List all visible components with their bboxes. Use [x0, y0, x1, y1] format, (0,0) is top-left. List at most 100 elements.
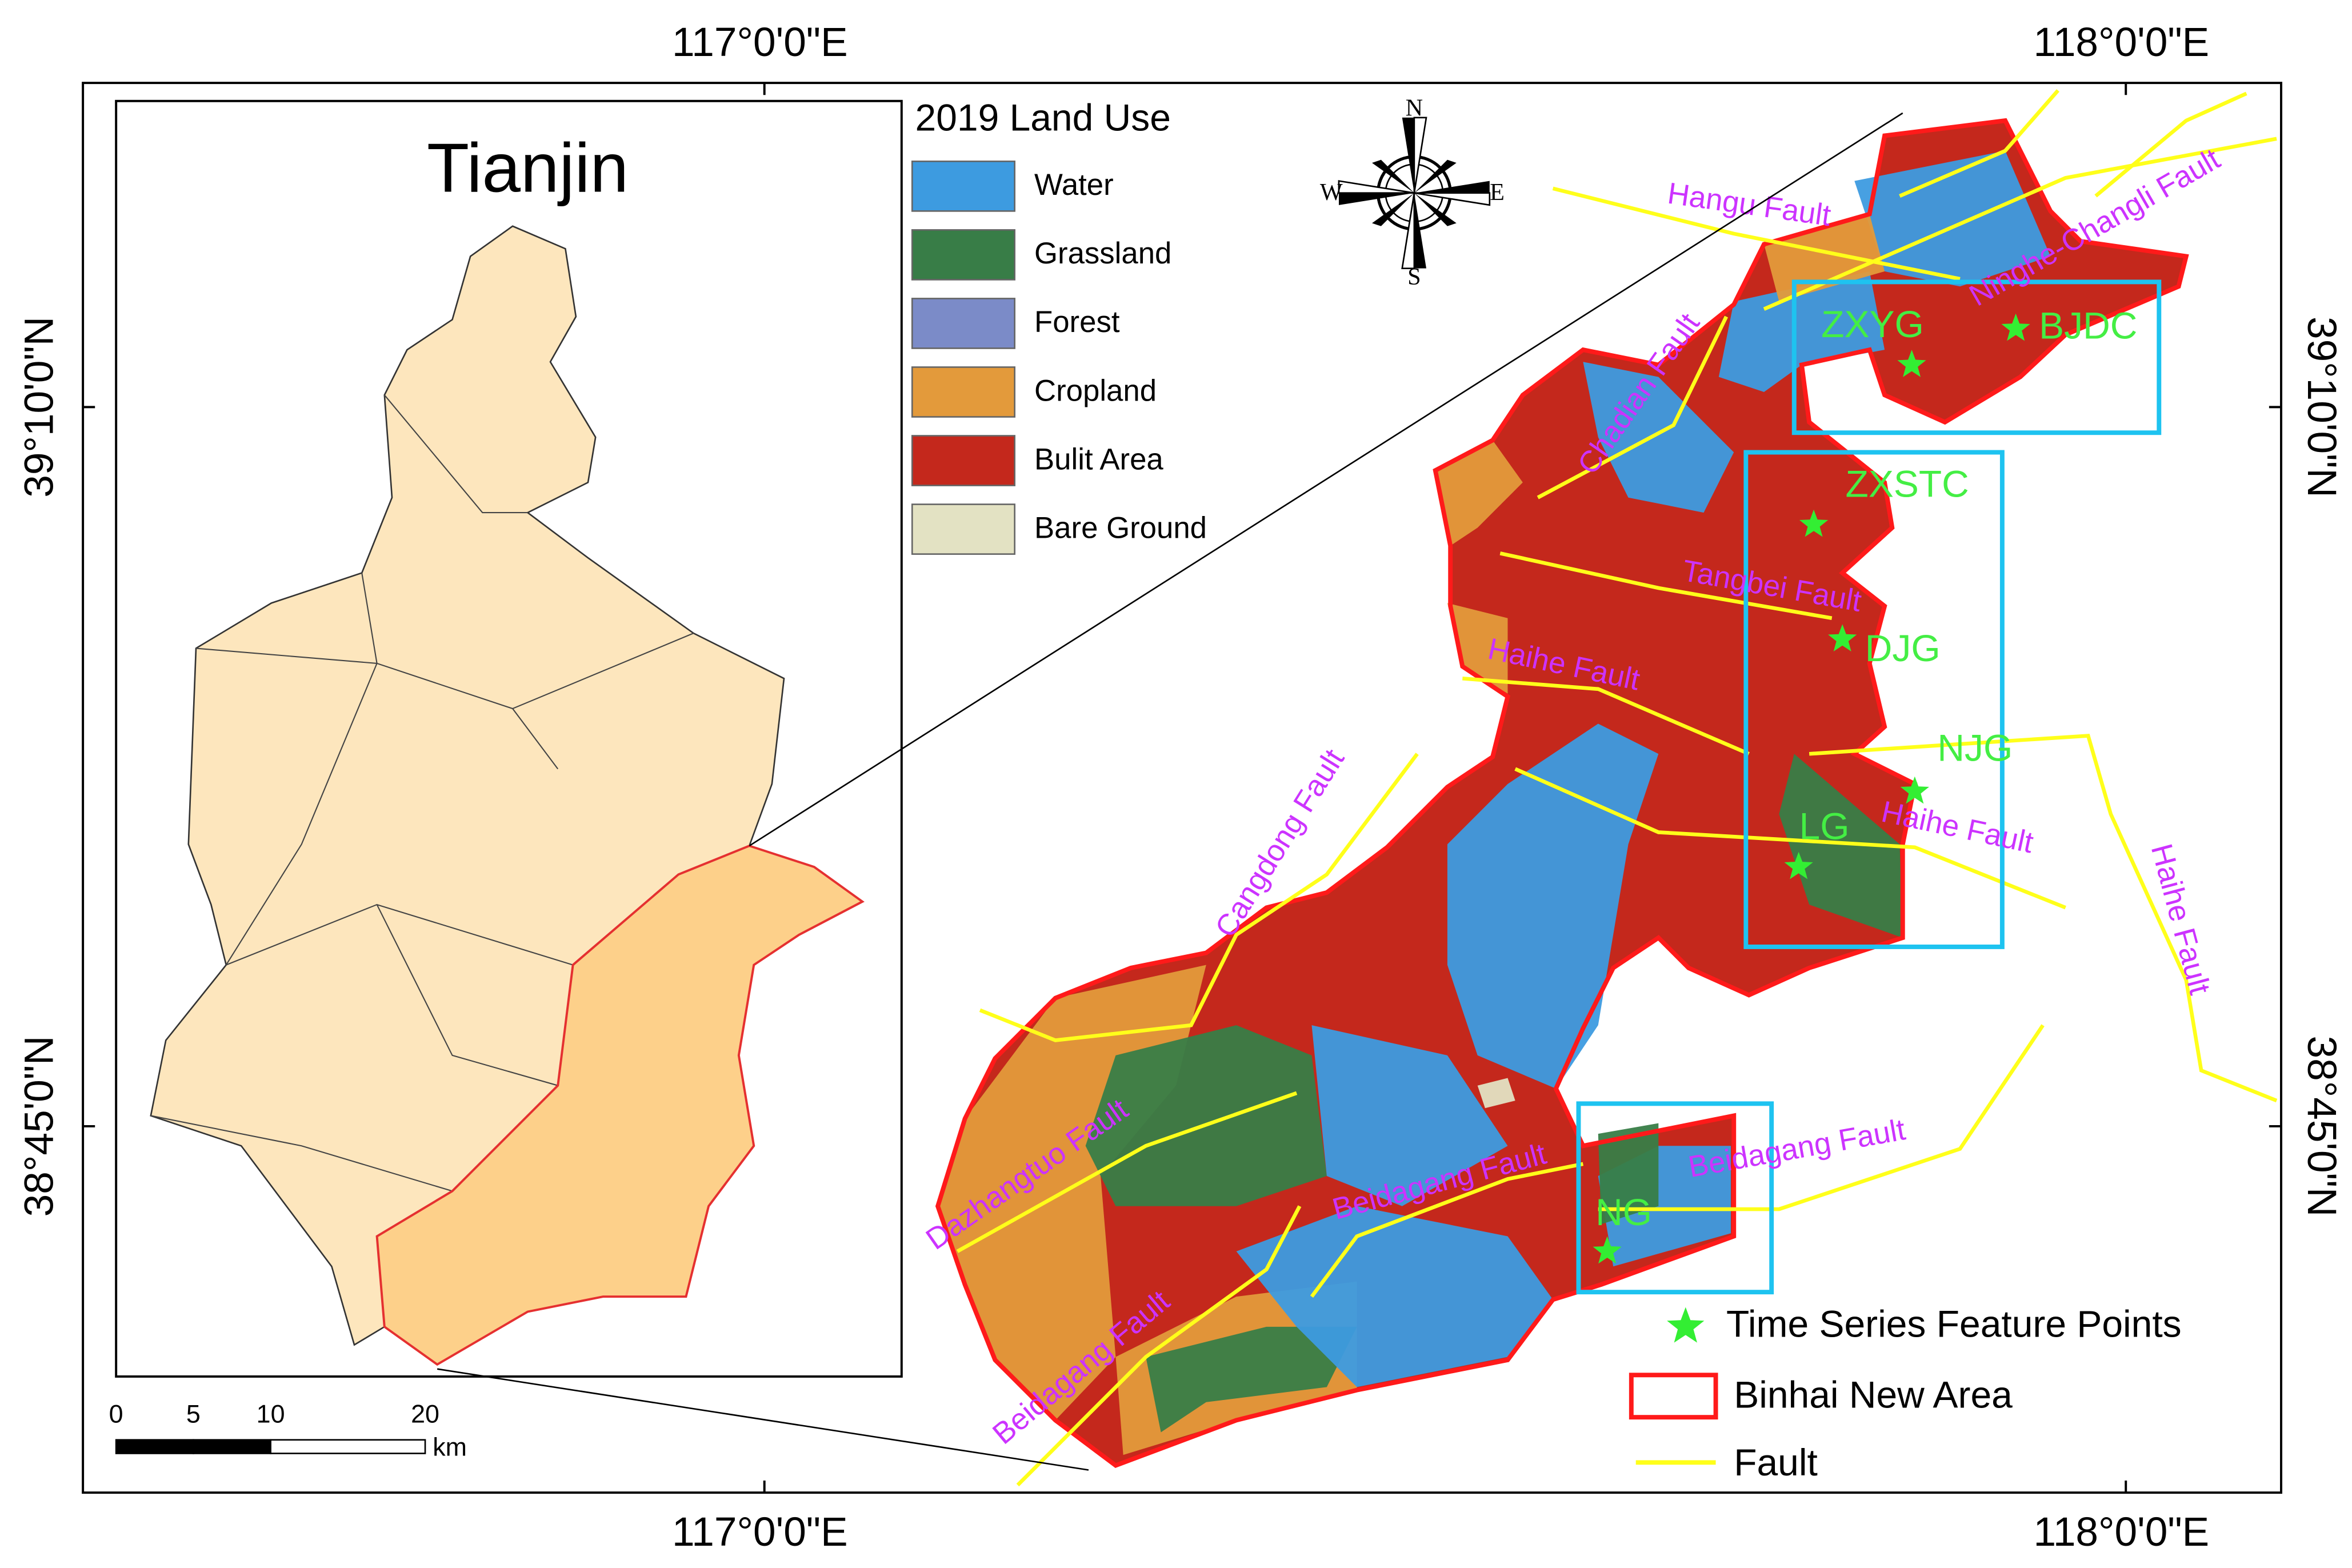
land-use-patch — [1447, 603, 1508, 694]
scale-tick-label: 5 — [186, 1399, 201, 1428]
feature-point — [1593, 1236, 1622, 1264]
compass-point — [1414, 159, 1457, 193]
legend-swatch — [911, 435, 1016, 486]
scale-tick-label: 20 — [411, 1399, 439, 1428]
zoom-line — [749, 112, 1903, 847]
legend-swatch — [911, 366, 1016, 418]
feature-point — [2001, 313, 2030, 341]
district-boundary — [512, 633, 694, 710]
compass-w: W — [1320, 179, 1343, 206]
study-box — [1743, 450, 2005, 949]
feature-point — [1900, 776, 1929, 804]
feature-point-label: DJG — [1865, 627, 1941, 669]
compass-point — [1338, 180, 1415, 194]
legend-points: Time Series Feature Points — [1726, 1302, 2182, 1345]
fault-line — [979, 753, 1419, 1042]
legend-title: 2019 Land Use — [915, 96, 1171, 138]
binhai-boundary — [935, 118, 2189, 1469]
scale-tick-label: 10 — [257, 1399, 285, 1428]
feature-point-label: ZXYG — [1821, 303, 1924, 345]
legend-label: Bulit Area — [1034, 442, 1163, 476]
feature-point-label: LG — [1799, 805, 1850, 847]
legend-fault: Fault — [1734, 1441, 1818, 1483]
land-use-patch — [1236, 1206, 1553, 1387]
compass-point — [1413, 117, 1427, 193]
district-boundary — [150, 1115, 453, 1192]
compass-point — [1372, 193, 1414, 226]
study-box — [1791, 279, 2162, 435]
land-use-patch — [1718, 271, 1885, 392]
scale-tick-label: 0 — [109, 1399, 123, 1428]
study-box — [1576, 1101, 1774, 1295]
fault-line — [1310, 1162, 1584, 1298]
feature-point — [1799, 509, 1829, 537]
legend-area: Binhai New Area — [1734, 1373, 2013, 1415]
legend-label: Water — [1034, 168, 1114, 202]
compass-point — [1414, 192, 1491, 206]
binhai-inset — [375, 845, 865, 1366]
compass-point — [1372, 159, 1414, 193]
scale-segment — [115, 1439, 194, 1454]
compass-point — [1414, 193, 1457, 226]
compass-s: S — [1407, 263, 1421, 290]
legend-star — [1667, 1307, 1705, 1343]
legend-area-swatch — [1629, 1373, 1718, 1420]
longitude-label: 117°0'0"E — [672, 20, 848, 65]
compass-point — [1401, 193, 1415, 269]
latitude-label: 38°45'0"N — [2299, 1036, 2344, 1217]
legend-label: Bare Ground — [1034, 511, 1207, 545]
longitude-label: 118°0'0"E — [2034, 20, 2210, 65]
land-use-patch — [1477, 1078, 1515, 1109]
longitude-label: 118°0'0"E — [2034, 1510, 2210, 1555]
fault-line — [2094, 91, 2247, 198]
latitude-label: 39°10'0"N — [2299, 317, 2344, 498]
land-use-patch — [1779, 754, 1903, 938]
legend-label: Forest — [1034, 305, 1120, 339]
scale-segment — [270, 1439, 426, 1454]
compass-point — [1402, 117, 1414, 193]
feature-point — [1828, 624, 1857, 652]
legend-swatch — [911, 503, 1016, 555]
zoom-line — [437, 1368, 1089, 1471]
district-boundary — [376, 904, 558, 1086]
land-use-patch — [1435, 440, 1523, 546]
feature-point-label: NG — [1595, 1191, 1652, 1233]
feature-point-label: BJDC — [2039, 305, 2137, 347]
feature-point-label: ZXSTC — [1846, 463, 1969, 505]
legend-swatch — [911, 160, 1016, 212]
land-use-patch — [1447, 723, 1659, 1089]
feature-point — [1897, 350, 1926, 377]
fault-line — [1809, 734, 2278, 1103]
map-frame — [82, 82, 2282, 1494]
land-use-patch — [1583, 362, 1734, 513]
latitude-label: 39°10'0"N — [17, 317, 62, 498]
land-use-patch — [1598, 1123, 1659, 1225]
land-use-patch — [1146, 1326, 1357, 1433]
fault-line — [1763, 137, 2277, 311]
fault-line — [1499, 551, 1833, 621]
compass-point — [1414, 193, 1426, 269]
legend-swatch — [911, 298, 1016, 349]
fault-line — [1552, 186, 1961, 281]
fault-line — [1514, 767, 2066, 910]
compass-n: N — [1406, 94, 1423, 121]
fault-line — [1537, 315, 1729, 499]
fault-line — [1598, 1024, 2045, 1211]
district-boundary — [225, 573, 378, 966]
feature-point-label: NJG — [1937, 726, 2013, 769]
fault-line — [1899, 89, 2059, 198]
latitude-label: 38°45'0"N — [17, 1036, 62, 1217]
scale-segment — [193, 1439, 271, 1454]
district-boundary — [383, 394, 528, 514]
legend-label: Cropland — [1034, 374, 1157, 407]
fault-line — [956, 1091, 1298, 1253]
legend-label: Grassland — [1034, 237, 1171, 270]
fault-line — [1462, 677, 1750, 756]
tianjin-outline — [150, 225, 785, 1346]
compass-e: E — [1490, 179, 1505, 206]
scale-unit: km — [433, 1432, 467, 1461]
district-boundary — [226, 903, 573, 966]
district-boundary — [195, 647, 559, 770]
